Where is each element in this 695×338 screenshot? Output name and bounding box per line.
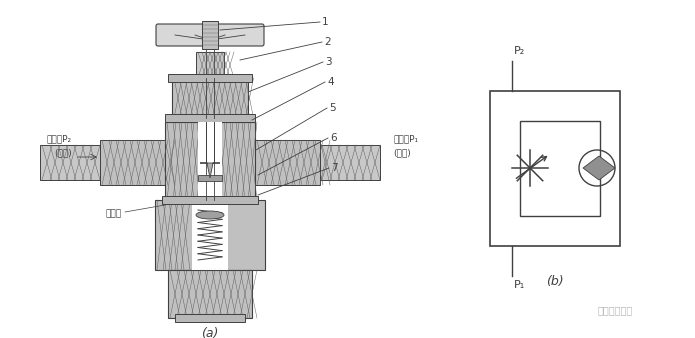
Bar: [162, 196, 258, 204]
Ellipse shape: [196, 211, 224, 219]
Bar: [198, 175, 222, 181]
Bar: [255, 140, 320, 185]
Text: 出油口P₂: 出油口P₂: [47, 135, 72, 144]
Bar: [320, 145, 380, 180]
Bar: [155, 200, 265, 270]
FancyBboxPatch shape: [156, 24, 264, 46]
Text: (反回): (反回): [393, 148, 411, 158]
Polygon shape: [200, 163, 220, 178]
Text: P₂: P₂: [514, 47, 525, 56]
Text: 4: 4: [327, 77, 334, 87]
Bar: [100, 140, 165, 185]
Text: 2: 2: [324, 37, 331, 47]
Bar: [172, 78, 248, 118]
Bar: [168, 270, 252, 318]
Bar: [168, 74, 252, 82]
Text: P₁: P₁: [514, 280, 525, 290]
Bar: [490, 91, 620, 245]
Bar: [198, 122, 222, 200]
Text: (反进): (反进): [54, 148, 72, 158]
Text: (b): (b): [546, 275, 564, 289]
Text: 7: 7: [331, 163, 338, 173]
Bar: [196, 52, 224, 78]
Text: 节流口: 节流口: [106, 210, 122, 218]
Text: 3: 3: [325, 57, 332, 67]
Text: 5: 5: [329, 103, 336, 113]
Bar: [165, 122, 255, 200]
Bar: [202, 21, 218, 49]
Bar: [192, 200, 228, 270]
Bar: [175, 314, 245, 322]
Text: 6: 6: [330, 133, 336, 143]
Bar: [40, 145, 100, 180]
Bar: [165, 114, 255, 122]
Polygon shape: [583, 156, 615, 180]
Bar: [520, 121, 600, 216]
Text: 1: 1: [322, 17, 329, 27]
Text: (a): (a): [202, 328, 219, 338]
Text: 机械液压论坛: 机械液压论坛: [598, 305, 632, 315]
Text: 进油口P₁: 进油口P₁: [393, 135, 418, 144]
